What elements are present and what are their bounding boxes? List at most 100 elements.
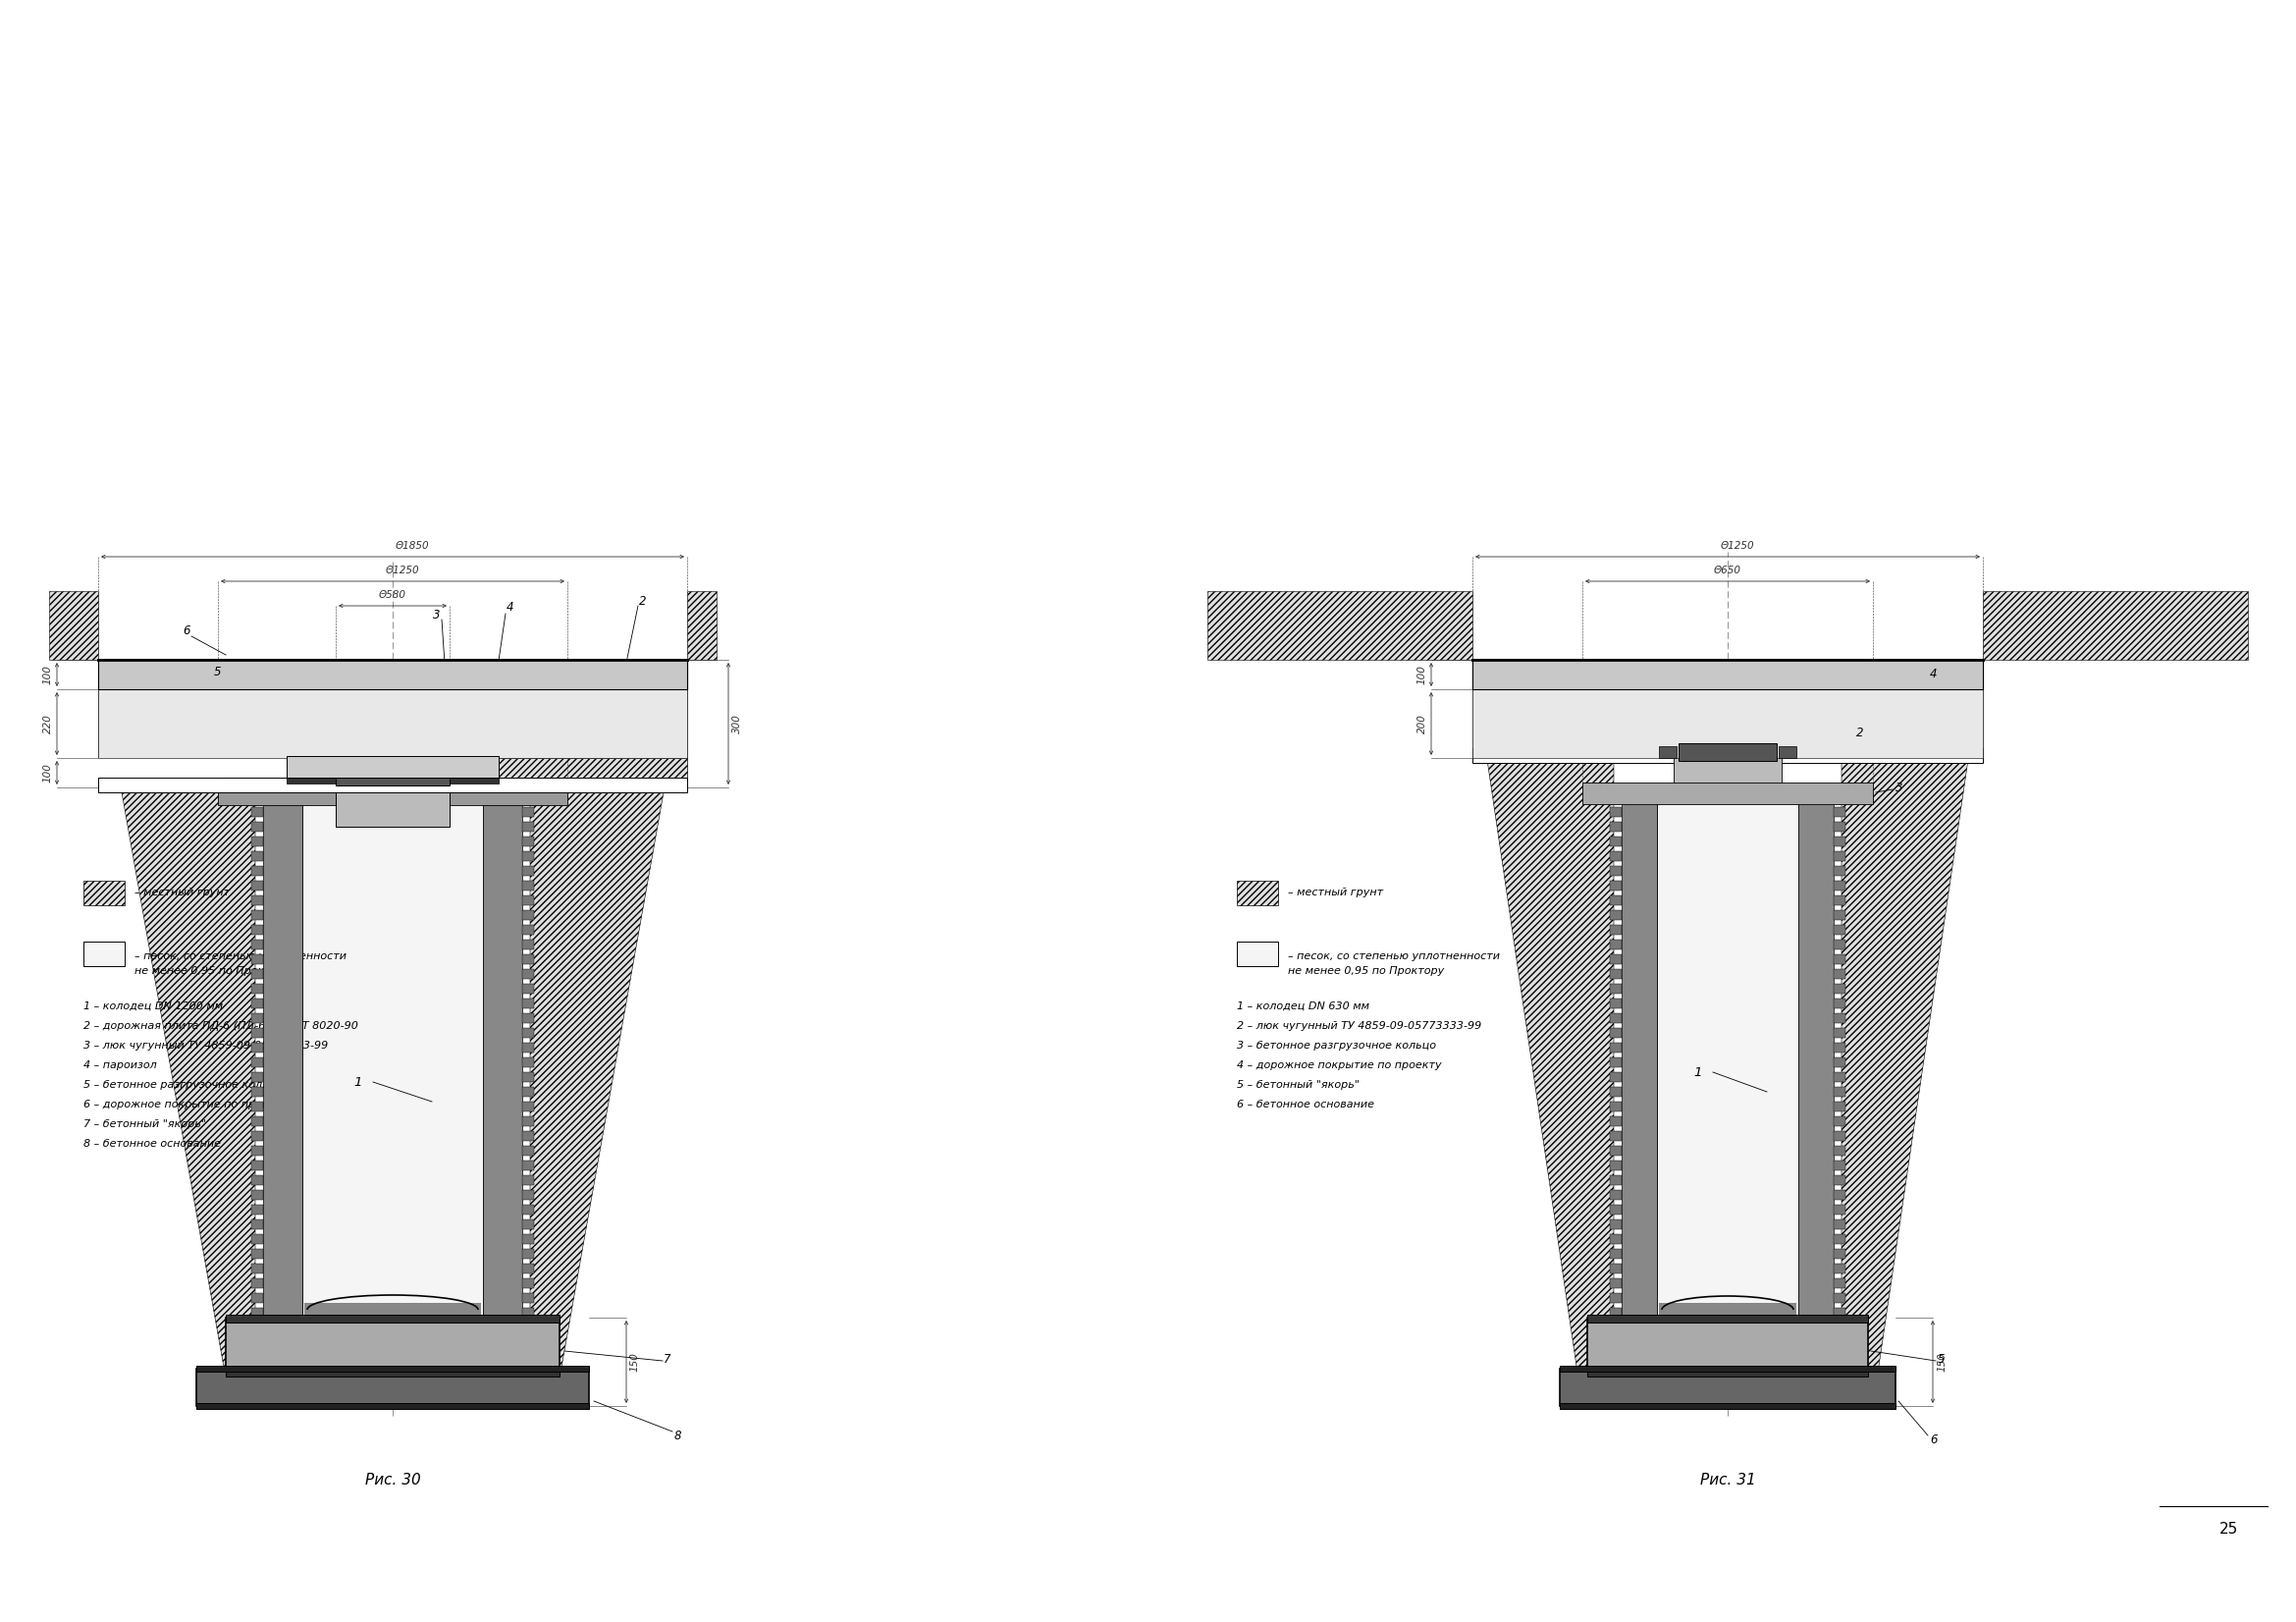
Bar [521, 1087, 535, 1096]
Bar [1609, 881, 1621, 890]
Bar [1835, 1307, 1846, 1317]
Bar [521, 1249, 535, 1259]
Bar [521, 1043, 535, 1053]
Text: 3: 3 [434, 610, 441, 621]
Bar [1472, 660, 1984, 689]
Bar [1472, 748, 1984, 762]
Bar [521, 985, 535, 994]
Bar [250, 999, 264, 1009]
Bar [1559, 1369, 1896, 1406]
Bar [521, 822, 535, 832]
Bar [1835, 1191, 1846, 1200]
Polygon shape [1208, 590, 1472, 660]
Text: Θ650: Θ650 [1713, 566, 1740, 576]
Bar [1587, 1317, 1869, 1369]
Bar [1609, 1058, 1621, 1067]
Text: Θ1250: Θ1250 [386, 566, 420, 576]
Bar [521, 1234, 535, 1244]
Bar [250, 954, 264, 963]
Bar [1835, 792, 1846, 803]
Bar [250, 1293, 264, 1302]
Bar [1835, 1220, 1846, 1229]
Text: 2 – дорожная плита ПД-6 (ПД-6а) ГОСТ 8020-90: 2 – дорожная плита ПД-6 (ПД-6а) ГОСТ 802… [83, 1022, 358, 1032]
Bar [1609, 985, 1621, 994]
Bar [250, 1145, 264, 1155]
Bar [250, 939, 264, 949]
Bar [1609, 852, 1621, 861]
Bar [1621, 787, 1835, 1317]
Bar [1835, 808, 1846, 817]
Text: 8: 8 [673, 1429, 682, 1442]
Bar [305, 1302, 480, 1322]
Bar [99, 689, 687, 757]
Bar [1835, 1264, 1846, 1273]
Bar [1835, 968, 1846, 980]
Text: Рис. 30: Рис. 30 [365, 1473, 420, 1487]
Bar [521, 1264, 535, 1273]
Bar [1609, 1014, 1621, 1023]
Text: Θ580: Θ580 [379, 590, 406, 600]
Bar [250, 1101, 264, 1111]
Bar [250, 837, 264, 847]
Bar [1835, 1160, 1846, 1171]
Bar [1835, 925, 1846, 934]
Bar [521, 1014, 535, 1023]
Text: 1 – колодец DN 630 мм: 1 – колодец DN 630 мм [1238, 1001, 1368, 1011]
Bar [287, 777, 335, 783]
Bar [1609, 822, 1621, 832]
Text: 150: 150 [629, 1353, 641, 1372]
Bar [1609, 968, 1621, 980]
Bar [250, 1234, 264, 1244]
Bar [1609, 1293, 1621, 1302]
Text: не менее 0,95 по Проктору: не менее 0,95 по Проктору [1288, 967, 1444, 976]
Bar [1559, 1403, 1896, 1410]
Text: 5 – бетонный "якорь": 5 – бетонный "якорь" [1238, 1080, 1359, 1090]
Bar [521, 925, 535, 934]
Bar [1835, 866, 1846, 876]
Bar [250, 985, 264, 994]
Bar [99, 757, 287, 792]
Polygon shape [530, 660, 687, 1406]
Bar [264, 787, 303, 1317]
Bar [1609, 910, 1621, 920]
Bar [83, 942, 124, 967]
Bar [1835, 910, 1846, 920]
Bar [250, 910, 264, 920]
Bar [1609, 1249, 1621, 1259]
Bar [335, 777, 450, 827]
Bar [1609, 925, 1621, 934]
Bar [1660, 1302, 1795, 1322]
Bar [521, 1176, 535, 1186]
Text: 300: 300 [732, 714, 742, 733]
Text: – песок, со степенью уплотненности: – песок, со степенью уплотненности [135, 952, 347, 962]
Bar [1609, 1220, 1621, 1229]
Bar [250, 1087, 264, 1096]
Bar [1835, 1278, 1846, 1288]
Polygon shape [1472, 660, 1614, 1406]
Polygon shape [687, 590, 716, 660]
Bar [1835, 1028, 1846, 1038]
Bar [250, 881, 264, 890]
Bar [225, 1367, 560, 1377]
Bar [250, 1028, 264, 1038]
Bar [1587, 1367, 1869, 1377]
Bar [1835, 1116, 1846, 1126]
Bar [250, 895, 264, 905]
Polygon shape [1841, 660, 1984, 1406]
Bar [1609, 1234, 1621, 1244]
Text: 3 – люк чугунный ТУ 4859-09-05773333-99: 3 – люк чугунный ТУ 4859-09-05773333-99 [83, 1041, 328, 1051]
Text: 25: 25 [2220, 1521, 2239, 1536]
Bar [250, 1131, 264, 1140]
Bar [218, 777, 335, 805]
Bar [1660, 746, 1676, 757]
Text: 2: 2 [638, 595, 647, 607]
Bar [521, 852, 535, 861]
Bar [521, 1160, 535, 1171]
Bar [225, 1315, 560, 1322]
Text: 4 – дорожное покрытие по проекту: 4 – дорожное покрытие по проекту [1238, 1061, 1442, 1071]
Bar [250, 1072, 264, 1082]
Bar [1582, 782, 1874, 805]
Text: 6 – дорожное покрытие по проекту: 6 – дорожное покрытие по проекту [83, 1100, 289, 1109]
Bar [521, 808, 535, 817]
Bar [521, 1131, 535, 1140]
